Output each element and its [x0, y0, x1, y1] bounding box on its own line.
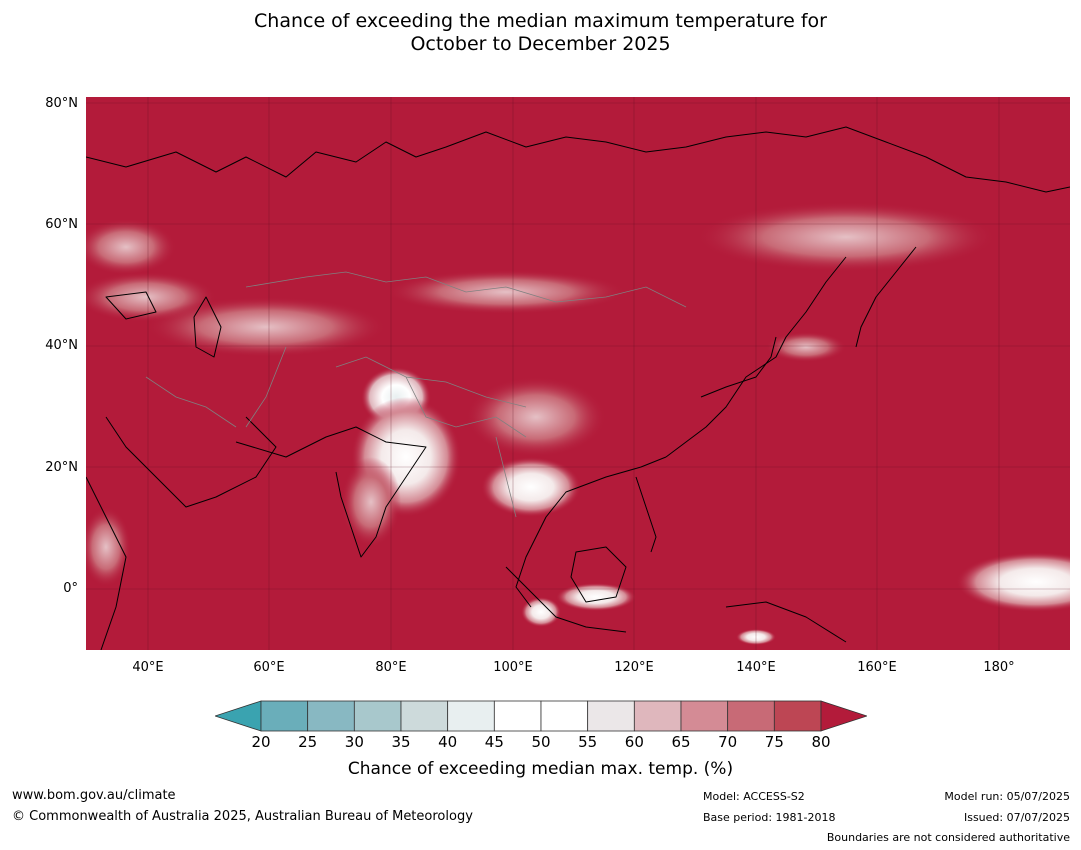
- issued-date: Issued: 07/07/2025: [963, 811, 1070, 824]
- base-period: Base period: 1981-2018: [703, 811, 836, 824]
- anomaly-patches: [86, 202, 1070, 645]
- lon-tick-40e: 40°E: [132, 660, 164, 675]
- colorbar-tick: 70: [718, 733, 738, 751]
- colorbar-tick: 75: [764, 733, 784, 751]
- coastlines: [86, 126, 1070, 650]
- website-link[interactable]: www.bom.gov.au/climate: [12, 788, 176, 803]
- colorbar-bin: [353, 700, 402, 732]
- model-run-date: Model run: 05/07/2025: [944, 790, 1070, 803]
- colorbar-tick: 35: [391, 733, 411, 751]
- colorbar-bin: [260, 700, 309, 732]
- colorbar-bin: [587, 700, 635, 732]
- colorbar-tick: 45: [484, 733, 504, 751]
- colorbar-bin: [400, 700, 449, 732]
- colorbar-bin: [447, 700, 495, 732]
- map-background: [86, 97, 1070, 650]
- lon-tick-140e: 140°E: [736, 660, 776, 675]
- colorbar-tick: 55: [578, 733, 598, 751]
- lat-tick-20n: 20°N: [45, 460, 78, 475]
- lat-tick-40n: 40°N: [45, 338, 78, 353]
- graticule: [86, 97, 1070, 650]
- colorbar-tick: 40: [438, 733, 458, 751]
- title-line-1: Chance of exceeding the median maximum t…: [254, 10, 827, 32]
- colorbar-label: Chance of exceeding median max. temp. (%…: [347, 759, 734, 779]
- colorbar-tick: 80: [811, 733, 831, 751]
- copyright-text: © Commonwealth of Australia 2025, Austra…: [12, 809, 473, 824]
- lon-tick-180: 180°: [983, 660, 1015, 675]
- forecast-map: [86, 97, 1070, 650]
- lon-tick-120e: 120°E: [614, 660, 654, 675]
- lat-tick-0: 0°: [63, 581, 78, 596]
- colorbar-tick: 65: [671, 733, 691, 751]
- colorbar-tick: 60: [624, 733, 644, 751]
- lon-tick-100e: 100°E: [493, 660, 533, 675]
- colorbar-tick: 20: [251, 733, 271, 751]
- colorbar-bin: [540, 700, 589, 732]
- colorbar-tick: 25: [298, 733, 318, 751]
- colorbar-tick: 30: [344, 733, 364, 751]
- colorbar-tick: 50: [531, 733, 551, 751]
- boundaries-disclaimer: Boundaries are not considered authoritat…: [826, 831, 1070, 844]
- map-title: Chance of exceeding the median maximum t…: [0, 10, 1081, 56]
- colorbar-bin: [680, 700, 729, 732]
- colorbar-bin: [493, 700, 542, 732]
- lat-tick-80n: 80°N: [45, 96, 78, 111]
- colorbar-bin: [633, 700, 682, 732]
- colorbar-low-extension: [213, 700, 262, 732]
- colorbar-bin: [773, 700, 822, 732]
- lon-tick-160e: 160°E: [857, 660, 897, 675]
- lat-tick-60n: 60°N: [45, 217, 78, 232]
- colorbar: [213, 700, 869, 732]
- model-name: Model: ACCESS-S2: [703, 790, 805, 803]
- lon-tick-80e: 80°E: [375, 660, 407, 675]
- colorbar-bin: [307, 700, 355, 732]
- colorbar-bin: [727, 700, 775, 732]
- title-line-2: October to December 2025: [410, 33, 671, 55]
- country-borders: [145, 271, 687, 518]
- colorbar-high-extension: [820, 700, 869, 732]
- lon-tick-60e: 60°E: [253, 660, 285, 675]
